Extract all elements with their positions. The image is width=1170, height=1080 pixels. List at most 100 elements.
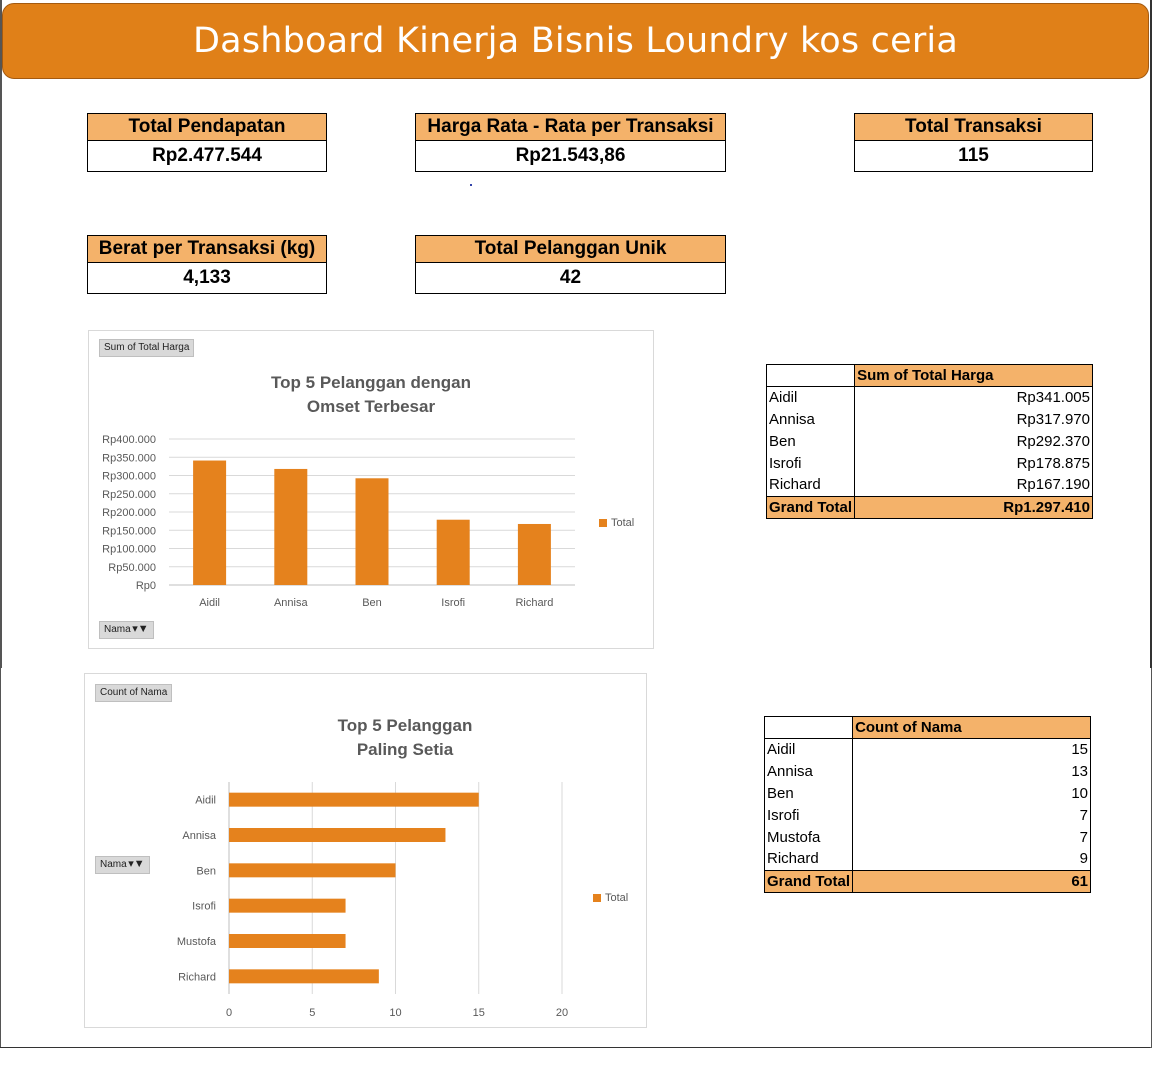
- pivot-row-value: Rp341.005: [854, 386, 1093, 409]
- pivot-corner-cell: [763, 716, 854, 739]
- pivot-header-row: Sum of Total Harga: [765, 364, 1093, 387]
- bar: [517, 523, 551, 585]
- kpi-label: Total Pelanggan Unik: [416, 236, 725, 263]
- chart-legend: Total: [593, 892, 628, 904]
- bar: [436, 519, 470, 585]
- pivot-table-total-harga[interactable]: Sum of Total Harga Aidil Rp341.005 Annisa R…: [765, 364, 1093, 519]
- kpi-value: Rp21.543,86: [515, 145, 626, 166]
- kpi-value: 42: [559, 267, 582, 288]
- pivot-row-value: Rp317.970: [854, 408, 1093, 431]
- x-tick-label: 0: [226, 1007, 232, 1019]
- pivot-row-value: 15: [852, 738, 1091, 761]
- kpi-berat-per-transaksi[interactable]: Berat per Transaksi (kg) 4,133: [87, 235, 327, 294]
- pivot-row-label: Aidil: [765, 386, 856, 409]
- pivot-row[interactable]: Richard 9: [763, 848, 1091, 871]
- pivot-header-cell: Sum of Total Harga: [854, 364, 1093, 387]
- y-category-label: Ben: [196, 865, 216, 877]
- pivot-row-value: 13: [852, 760, 1091, 783]
- grand-total-value: Rp1.297.410: [854, 496, 1093, 519]
- bar: [229, 863, 396, 878]
- y-tick-label: Rp50.000: [108, 562, 156, 574]
- bar: [274, 468, 308, 585]
- axis-field-button-nama[interactable]: Nama ▾▼: [95, 856, 150, 874]
- x-category-label: Aidil: [199, 597, 220, 609]
- pivot-corner-cell: [765, 364, 856, 387]
- kpi-value: 115: [958, 145, 989, 166]
- y-tick-label: Rp150.000: [102, 525, 156, 537]
- bar: [355, 478, 389, 585]
- y-category-label: Richard: [178, 971, 216, 983]
- sheet-right-border: [1150, 0, 1152, 668]
- x-tick-label: 5: [309, 1007, 315, 1019]
- pivot-header-row: Count of Nama: [763, 716, 1091, 739]
- pivot-row-value: Rp167.190: [854, 474, 1093, 497]
- pivot-row-label: Aidil: [763, 738, 854, 761]
- pivot-grand-total-row[interactable]: Grand Total 61: [763, 870, 1091, 893]
- pivot-row-value: 9: [852, 848, 1091, 871]
- kpi-label: Total Transaksi: [855, 114, 1092, 141]
- pivot-table-count-nama[interactable]: Count of Nama Aidil 15 Annisa 13 Ben 10 Isrofi…: [763, 716, 1091, 893]
- chart-title-line2: Paling Setia: [356, 740, 454, 759]
- pivot-row[interactable]: Ben 10: [763, 782, 1091, 805]
- kpi-total-pelanggan-unik[interactable]: Total Pelanggan Unik 42: [415, 235, 726, 294]
- chart-title-line2: Omset Terbesar: [306, 397, 436, 416]
- chart-paling-setia[interactable]: Count of Nama Top 5 Pelanggan Paling Set…: [84, 673, 647, 1028]
- pivot-row[interactable]: Richard Rp167.190: [765, 474, 1093, 497]
- horizontal-bar-chart-plot: 0 5 10 15 20 Aidil Annisa Ben Isrofi Mustofa Richa…: [177, 782, 568, 1019]
- value-field-button[interactable]: Sum of Total Harga: [99, 339, 195, 357]
- y-category-label: Mustofa: [177, 936, 217, 948]
- pivot-row-label: Richard: [765, 474, 856, 497]
- sheet-left-border: [0, 0, 2, 668]
- pivot-header-cell: Count of Nama: [852, 716, 1091, 739]
- chart-title: Top 5 Pelanggan Paling Setia: [285, 714, 525, 762]
- pivot-grand-total-row[interactable]: Grand Total Rp1.297.410: [765, 496, 1093, 519]
- y-tick-label: Rp350.000: [102, 452, 156, 464]
- pivot-row[interactable]: Annisa Rp317.970: [765, 408, 1093, 431]
- legend-label: Total: [605, 892, 629, 904]
- kpi-label: Harga Rata - Rata per Transaksi: [416, 114, 725, 141]
- pivot-row-label: Annisa: [765, 408, 856, 431]
- value-field-button[interactable]: Count of Nama: [95, 684, 173, 702]
- kpi-total-pendapatan[interactable]: Total Pendapatan Rp2.477.544: [87, 113, 327, 172]
- pivot-row[interactable]: Isrofi Rp178.875: [765, 452, 1093, 475]
- kpi-harga-rata-rata[interactable]: Harga Rata - Rata per Transaksi Rp21.543…: [415, 113, 726, 172]
- filter-dropdown-icon: ▾▼: [132, 623, 149, 635]
- pivot-row-value: Rp292.370: [854, 430, 1093, 453]
- filter-dropdown-icon: ▾▼: [128, 858, 145, 870]
- pivot-row[interactable]: Annisa 13: [763, 760, 1091, 783]
- chart-omset-terbesar[interactable]: Sum of Total Harga Top 5 Pelanggan denga…: [88, 330, 654, 649]
- pivot-row[interactable]: Ben Rp292.370: [765, 430, 1093, 453]
- grand-total-label: Grand Total: [765, 496, 856, 519]
- y-tick-label: Rp0: [136, 580, 156, 592]
- pivot-row[interactable]: Aidil 15: [763, 738, 1091, 761]
- kpi-value: Rp2.477.544: [152, 145, 262, 166]
- pivot-row-value: 7: [852, 804, 1091, 827]
- x-category-label: Annisa: [274, 597, 309, 609]
- y-tick-label: Rp400.000: [102, 434, 156, 446]
- pivot-row-value: Rp178.875: [854, 452, 1093, 475]
- bar: [193, 460, 227, 585]
- pivot-row[interactable]: Mustofa 7: [763, 826, 1091, 849]
- grand-total-label: Grand Total: [763, 870, 854, 893]
- x-tick-label: 15: [473, 1007, 485, 1019]
- pivot-row-value: 7: [852, 826, 1091, 849]
- axis-field-button-nama[interactable]: Nama ▾▼: [99, 621, 154, 639]
- x-tick-label: 20: [556, 1007, 568, 1019]
- y-tick-label: Rp200.000: [102, 507, 156, 519]
- dashboard-title-banner: Dashboard Kinerja Bisnis Loundry kos cer…: [2, 3, 1149, 79]
- kpi-label: Total Pendapatan: [88, 114, 326, 141]
- pivot-row[interactable]: Aidil Rp341.005: [765, 386, 1093, 409]
- chart-title: Top 5 Pelanggan dengan Omset Terbesar: [229, 371, 513, 419]
- x-category-label: Ben: [362, 597, 382, 609]
- dashboard-title: Dashboard Kinerja Bisnis Loundry kos cer…: [193, 21, 958, 61]
- pivot-row-label: Richard: [763, 848, 854, 871]
- y-category-label: Aidil: [195, 795, 216, 807]
- legend-swatch: [593, 894, 601, 902]
- kpi-total-transaksi[interactable]: Total Transaksi 115: [854, 113, 1093, 172]
- pivot-row[interactable]: Isrofi 7: [763, 804, 1091, 827]
- y-tick-label: Rp300.000: [102, 471, 156, 483]
- pivot-row-label: Mustofa: [763, 826, 854, 849]
- bar: [229, 934, 346, 948]
- x-category-label: Richard: [515, 597, 553, 609]
- kpi-value: 4,133: [183, 267, 231, 288]
